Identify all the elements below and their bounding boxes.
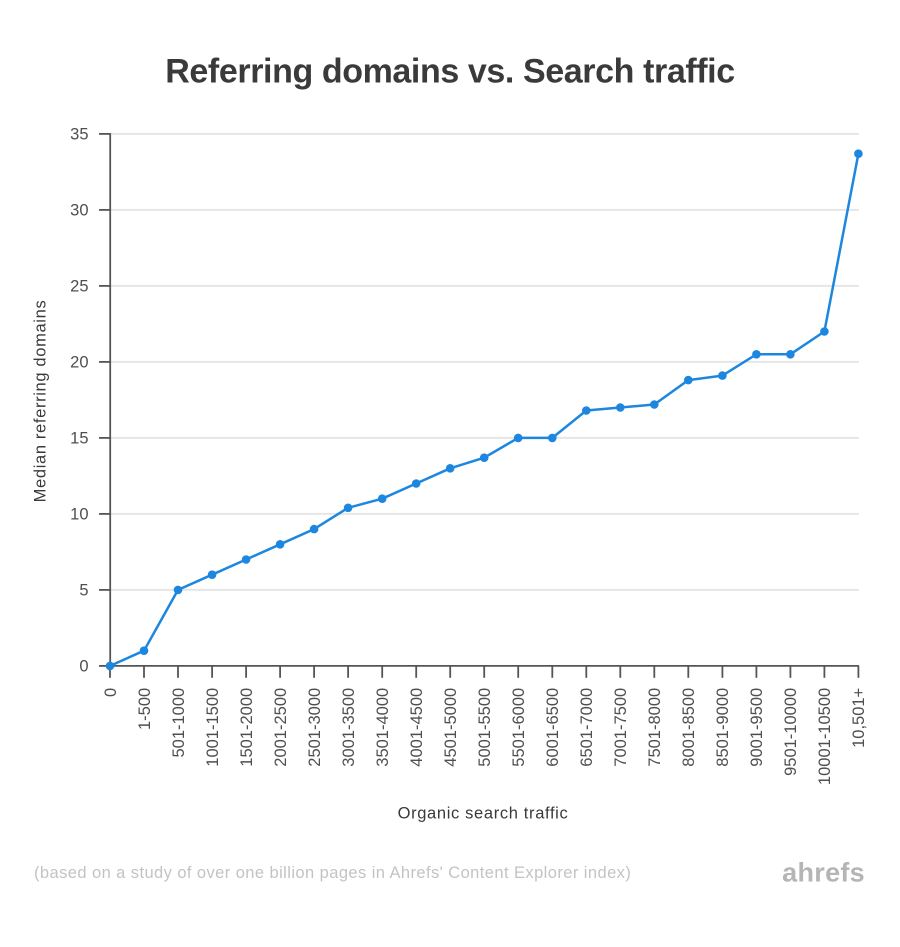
svg-text:25: 25	[70, 278, 88, 296]
svg-text:10001-10500: 10001-10500	[816, 688, 834, 785]
svg-text:Organic search traffic: Organic search traffic	[398, 805, 569, 823]
svg-text:Median referring domains: Median referring domains	[32, 300, 50, 503]
svg-text:20: 20	[70, 354, 88, 372]
svg-text:1001-1500: 1001-1500	[204, 688, 222, 767]
svg-text:3001-3500: 3001-3500	[340, 688, 358, 767]
svg-text:10,501+: 10,501+	[850, 688, 868, 748]
svg-text:8501-9000: 8501-9000	[714, 688, 732, 767]
svg-text:15: 15	[70, 430, 88, 448]
svg-text:501-1000: 501-1000	[170, 688, 188, 758]
svg-text:6501-7000: 6501-7000	[578, 688, 596, 767]
svg-text:1501-2000: 1501-2000	[238, 688, 256, 767]
svg-text:0: 0	[102, 688, 120, 697]
svg-text:6001-6500: 6001-6500	[544, 688, 562, 767]
svg-text:30: 30	[70, 202, 88, 220]
svg-text:9001-9500: 9001-9500	[748, 688, 766, 767]
svg-text:0: 0	[79, 658, 88, 676]
svg-text:4501-5000: 4501-5000	[442, 688, 460, 767]
svg-text:8001-8500: 8001-8500	[680, 688, 698, 767]
svg-text:7001-7500: 7001-7500	[612, 688, 630, 767]
svg-text:5001-5500: 5001-5500	[476, 688, 494, 767]
svg-text:(based on a study of over one: (based on a study of over one billion pa…	[34, 864, 631, 882]
svg-text:5: 5	[79, 582, 88, 600]
svg-text:4001-4500: 4001-4500	[408, 688, 426, 767]
svg-text:Referring domains vs. Search t: Referring domains vs. Search traffic	[165, 53, 734, 91]
svg-text:9501-10000: 9501-10000	[782, 688, 800, 776]
svg-text:10: 10	[70, 506, 88, 524]
svg-text:2001-2500: 2001-2500	[272, 688, 290, 767]
svg-text:ahrefs: ahrefs	[782, 858, 865, 888]
svg-text:3501-4000: 3501-4000	[374, 688, 392, 767]
svg-text:2501-3000: 2501-3000	[306, 688, 324, 767]
svg-text:5501-6000: 5501-6000	[510, 688, 528, 767]
svg-text:7501-8000: 7501-8000	[646, 688, 664, 767]
svg-text:1-500: 1-500	[136, 688, 154, 730]
svg-text:35: 35	[70, 126, 88, 144]
